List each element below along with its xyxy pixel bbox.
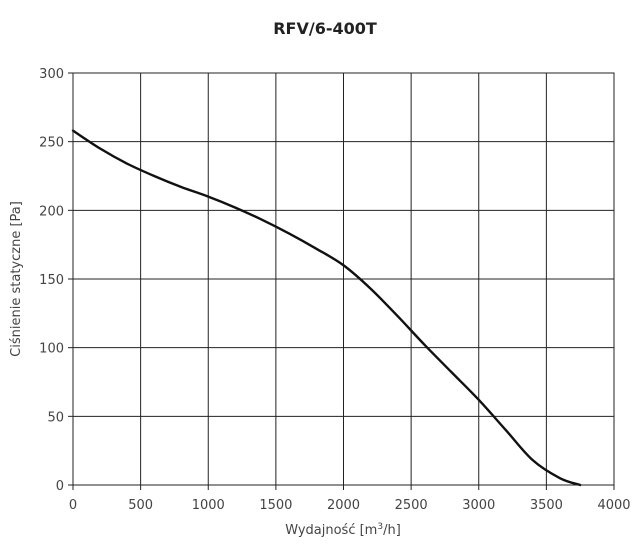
- x-axis-label-sup: 3: [377, 522, 383, 532]
- x-tick-labels: 0 500 1000 1500 2000 2500 3000 3500 4000: [69, 485, 631, 513]
- x-tick-label: 3000: [462, 498, 495, 513]
- x-tick-label: 3500: [530, 498, 563, 513]
- x-tick-label: 500: [128, 498, 153, 513]
- x-tick-label: 1000: [192, 498, 225, 513]
- y-tick-label: 0: [56, 479, 64, 494]
- chart-title: RFV/6-400T: [273, 19, 377, 38]
- y-tick-label: 300: [39, 67, 64, 82]
- series-line: [71, 129, 582, 487]
- x-axis-label: Wydajność [m3/h]: [285, 522, 401, 538]
- y-tick-label: 150: [39, 273, 64, 288]
- y-tick-label: 250: [39, 136, 64, 151]
- x-axis-label-pre: Wydajność [m: [285, 523, 377, 538]
- x-tick-label: 1500: [259, 498, 292, 513]
- y-tick-labels: 0 50 100 150 200 250 300: [39, 67, 73, 494]
- y-tick-label: 50: [47, 410, 64, 425]
- x-tick-label: 2000: [327, 498, 360, 513]
- grid: [72, 72, 615, 486]
- y-tick-label: 100: [39, 342, 64, 357]
- y-tick-label: 200: [39, 204, 64, 219]
- plot-frame: [72, 72, 615, 486]
- x-tick-label: 0: [69, 498, 77, 513]
- series-layer: [71, 129, 582, 487]
- y-axis-label: Ciśnienie statyczne [Pa]: [9, 201, 24, 357]
- x-axis-label-post: /h]: [383, 523, 401, 538]
- x-tick-label: 4000: [597, 498, 630, 513]
- x-tick-label: 2500: [395, 498, 428, 513]
